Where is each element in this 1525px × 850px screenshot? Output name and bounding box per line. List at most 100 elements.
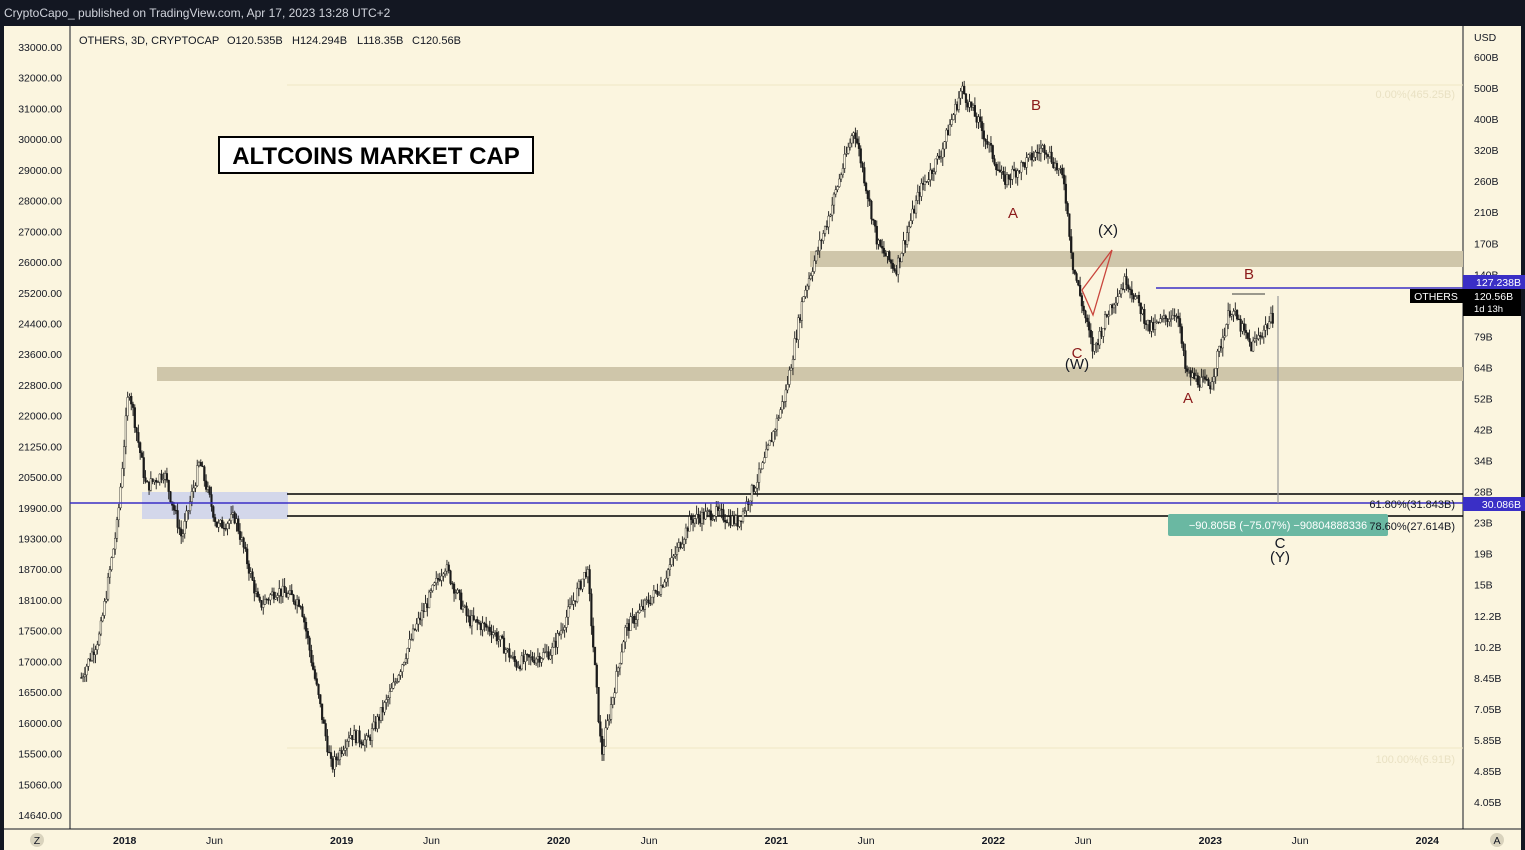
candle-body xyxy=(356,730,359,744)
corner-left-button[interactable]: Z xyxy=(30,833,44,847)
candle-body xyxy=(235,518,238,524)
current-price-tag[interactable]: 120.56B 1d 13h xyxy=(1463,289,1521,316)
candle-body xyxy=(832,193,836,206)
candle-body xyxy=(1111,304,1114,309)
candle-body xyxy=(447,564,450,572)
candle-body xyxy=(1200,377,1203,388)
candle-body xyxy=(312,662,315,670)
candle-body xyxy=(256,591,259,598)
wave-label-x: (X) xyxy=(1098,222,1118,239)
candle-body xyxy=(340,750,343,755)
candle-body xyxy=(1153,322,1157,330)
candle-body xyxy=(1098,330,1101,346)
candle-body xyxy=(831,204,834,216)
candle-body xyxy=(147,481,151,491)
candle-body xyxy=(304,622,308,632)
right-price-axis[interactable] xyxy=(1463,26,1521,829)
price-candles[interactable] xyxy=(80,80,1274,777)
candle-body xyxy=(647,599,650,604)
left-axis-tick: 16500.00 xyxy=(18,687,62,699)
candle-body xyxy=(1021,162,1025,164)
candle-body xyxy=(929,169,932,180)
symbol-tag[interactable]: OTHERS xyxy=(1410,289,1463,303)
candle-body xyxy=(909,220,912,227)
candle-body xyxy=(1109,304,1112,316)
candle-body xyxy=(920,183,923,197)
candle-body xyxy=(1121,288,1125,290)
time-axis-tick: 2021 xyxy=(765,835,789,847)
candle-body xyxy=(1105,314,1108,317)
candle-body xyxy=(988,143,991,145)
candle-body xyxy=(231,512,235,515)
candle-body xyxy=(1193,372,1196,379)
candle-body xyxy=(636,612,639,620)
left-price-axis[interactable] xyxy=(4,26,70,829)
candle-body xyxy=(738,520,741,527)
candle-body xyxy=(1132,294,1135,300)
candle-body xyxy=(708,510,711,512)
corner-right-button[interactable]: A xyxy=(1490,833,1504,847)
candle-body xyxy=(1066,203,1069,215)
time-axis[interactable] xyxy=(4,829,1521,850)
candle-body xyxy=(843,154,846,169)
candle-body xyxy=(354,730,358,744)
candle-body xyxy=(180,528,183,537)
candle-body xyxy=(1030,152,1034,161)
candle-body xyxy=(1000,171,1003,173)
candle-body xyxy=(265,598,268,601)
candle-body xyxy=(187,510,190,512)
candle-body xyxy=(422,610,425,612)
right-axis-tick: 12.2B xyxy=(1474,611,1501,623)
candle-body xyxy=(1068,213,1071,237)
candle-body xyxy=(565,616,568,628)
support-zone[interactable] xyxy=(157,367,1463,381)
candle-body xyxy=(1164,315,1167,319)
candle-body xyxy=(253,580,256,594)
candle-body xyxy=(1127,284,1130,290)
candle-body xyxy=(470,615,474,627)
candle-body xyxy=(916,192,919,201)
candle-body xyxy=(866,190,869,200)
left-axis-tick: 14640.00 xyxy=(18,810,62,822)
candle-body xyxy=(752,484,755,492)
candle-body xyxy=(1004,174,1007,185)
candle-body xyxy=(895,270,898,275)
candle-body xyxy=(818,239,821,251)
corner-left-label: Z xyxy=(34,835,41,847)
candle-body xyxy=(820,239,823,242)
candle-body xyxy=(811,271,814,276)
candle-body xyxy=(836,186,839,190)
wave-label-c1: C xyxy=(1072,345,1083,362)
candle-body xyxy=(378,716,381,721)
candle-body xyxy=(918,192,921,197)
candle-body xyxy=(1118,293,1121,297)
wedge-pattern[interactable] xyxy=(1081,249,1113,317)
candle-body xyxy=(460,592,463,610)
resistance-zone[interactable] xyxy=(810,251,1463,267)
chart-canvas[interactable]: −90.805B (−75.07%) −90804888336 ALTCOINS… xyxy=(0,26,1525,850)
measure-box[interactable] xyxy=(1168,514,1388,536)
candle-body xyxy=(1255,338,1258,340)
left-axis-tick: 17500.00 xyxy=(18,626,62,638)
candle-body xyxy=(1173,315,1176,317)
candle-body xyxy=(536,656,540,660)
candle-body xyxy=(121,468,124,488)
right-axis-tick: 79B xyxy=(1474,331,1493,343)
title-box[interactable] xyxy=(218,136,534,174)
resistance-price-tag[interactable]: 127.238B xyxy=(1463,275,1525,289)
candle-body xyxy=(160,473,163,480)
candle-body xyxy=(677,542,680,548)
candle-body xyxy=(419,617,422,621)
candle-body xyxy=(1169,318,1173,320)
candle-body xyxy=(606,720,609,729)
candle-body xyxy=(115,519,119,539)
candle-body xyxy=(1189,370,1192,378)
candle-body xyxy=(1096,342,1100,346)
candle-body xyxy=(451,583,454,585)
candle-body xyxy=(381,707,384,713)
candle-body xyxy=(1157,321,1160,323)
candle-body xyxy=(772,431,775,443)
candle-body xyxy=(1198,384,1201,388)
support-price-tag[interactable]: 30.086B xyxy=(1463,497,1525,511)
candle-body xyxy=(665,577,668,583)
